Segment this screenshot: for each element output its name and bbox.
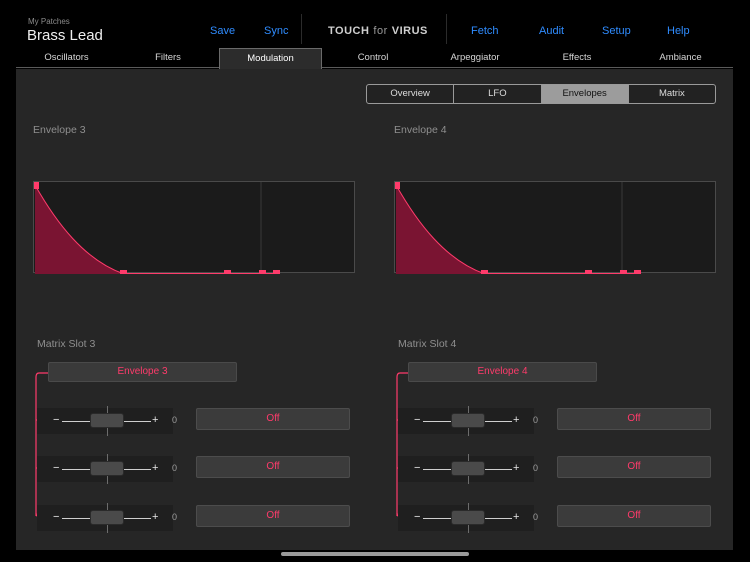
amount-minus-button[interactable]: −	[414, 462, 421, 474]
amount-value: 0	[533, 415, 539, 425]
tab-arpeggiator[interactable]: Arpeggiator	[450, 52, 500, 63]
envelope-4-title: Envelope 4	[394, 124, 447, 136]
destination-button[interactable]: Off	[557, 408, 711, 430]
divider	[446, 14, 447, 44]
slot-4-source-button[interactable]: Envelope 4	[408, 362, 597, 382]
amount-plus-button[interactable]: +	[152, 414, 159, 426]
segment-lfo[interactable]: LFO	[454, 85, 542, 103]
destination-button[interactable]: Off	[557, 505, 711, 527]
envelope-curve	[395, 184, 486, 274]
divider	[301, 14, 302, 44]
attack-handle[interactable]	[395, 182, 400, 189]
amount-value: 0	[533, 512, 539, 522]
audit-button[interactable]: Audit	[539, 25, 565, 37]
segment-matrix[interactable]: Matrix	[658, 88, 685, 99]
destination-button[interactable]: Off	[557, 456, 711, 478]
amount-value: 0	[172, 415, 178, 425]
section-tabs: Oscillators Filters Modulation Control A…	[16, 48, 733, 69]
logo-virus: VIRUS	[391, 25, 428, 37]
destination-button[interactable]: Off	[196, 408, 350, 430]
slot-4-row-2: − + 0 Off	[398, 454, 712, 484]
slot-3-row-1: − + 0 Off	[37, 406, 351, 436]
app-logo: TOUCH for VIRUS	[328, 25, 428, 37]
envelope-fill	[35, 185, 124, 274]
amount-slider-knob[interactable]	[90, 461, 124, 476]
release-handle[interactable]	[634, 270, 641, 274]
amount-slider-knob[interactable]	[451, 413, 485, 428]
logo-for: for	[373, 25, 388, 37]
tab-filters[interactable]: Filters	[155, 52, 181, 63]
tab-ambiance[interactable]: Ambiance	[659, 52, 702, 63]
tab-modulation[interactable]: Modulation	[219, 48, 322, 69]
save-button[interactable]: Save	[210, 25, 236, 37]
amount-minus-button[interactable]: −	[53, 511, 60, 523]
envelope-4-graph[interactable]	[394, 181, 716, 274]
amount-plus-button[interactable]: +	[513, 511, 520, 523]
slot-3-row-3: − + 0 Off	[37, 503, 351, 533]
envelope-curve	[34, 184, 125, 274]
amount-plus-button[interactable]: +	[513, 414, 520, 426]
fetch-button[interactable]: Fetch	[471, 25, 499, 37]
amount-value: 0	[172, 512, 178, 522]
home-indicator[interactable]	[281, 552, 469, 556]
modulation-view-selector: Overview LFO Envelopes Matrix	[366, 84, 716, 104]
release-handle[interactable]	[273, 270, 280, 274]
segment-overview[interactable]: Overview	[367, 85, 455, 103]
envelope-fill	[396, 185, 485, 274]
amount-slider-knob[interactable]	[90, 510, 124, 525]
decay-handle[interactable]	[120, 270, 127, 274]
help-button[interactable]: Help	[667, 25, 690, 37]
patch-caption: My Patches	[28, 17, 70, 26]
amount-slider-knob[interactable]	[451, 510, 485, 525]
amount-minus-button[interactable]: −	[414, 511, 421, 523]
envelope-3-graph[interactable]	[33, 181, 355, 274]
matrix-slot-4-title: Matrix Slot 4	[398, 338, 457, 350]
patch-name[interactable]: Brass Lead	[27, 27, 103, 44]
matrix-slot-3-title: Matrix Slot 3	[37, 338, 96, 350]
sustain-handle[interactable]	[224, 270, 231, 274]
top-bar: My Patches Brass Lead Save Sync TOUCH for…	[0, 0, 750, 48]
amount-plus-button[interactable]: +	[152, 511, 159, 523]
amount-minus-button[interactable]: −	[53, 462, 60, 474]
decay-handle[interactable]	[481, 270, 488, 274]
tab-oscillators[interactable]: Oscillators	[44, 52, 89, 63]
release-start-handle[interactable]	[259, 270, 266, 274]
tab-effects[interactable]: Effects	[562, 52, 592, 63]
slot-3-source-button[interactable]: Envelope 3	[48, 362, 237, 382]
release-start-handle[interactable]	[620, 270, 627, 274]
setup-button[interactable]: Setup	[602, 25, 631, 37]
sync-button[interactable]: Sync	[264, 25, 289, 37]
slot-4-row-3: − + 0 Off	[398, 503, 712, 533]
attack-handle[interactable]	[34, 182, 39, 189]
slot-4-row-1: − + 0 Off	[398, 406, 712, 436]
amount-minus-button[interactable]: −	[53, 414, 60, 426]
amount-plus-button[interactable]: +	[152, 462, 159, 474]
slot-3-connector	[35, 372, 48, 520]
amount-value: 0	[172, 463, 178, 473]
logo-touch: TOUCH	[328, 25, 370, 37]
amount-slider-knob[interactable]	[90, 413, 124, 428]
amount-minus-button[interactable]: −	[414, 414, 421, 426]
slot-3-row-2: − + 0 Off	[37, 454, 351, 484]
destination-button[interactable]: Off	[196, 456, 350, 478]
amount-plus-button[interactable]: +	[513, 462, 520, 474]
amount-value: 0	[533, 463, 539, 473]
slot-4-connector	[396, 372, 409, 520]
segment-envelopes[interactable]: Envelopes	[541, 85, 629, 103]
envelope-3-title: Envelope 3	[33, 124, 86, 136]
sustain-handle[interactable]	[585, 270, 592, 274]
destination-button[interactable]: Off	[196, 505, 350, 527]
tab-control[interactable]: Control	[357, 52, 389, 63]
amount-slider-knob[interactable]	[451, 461, 485, 476]
